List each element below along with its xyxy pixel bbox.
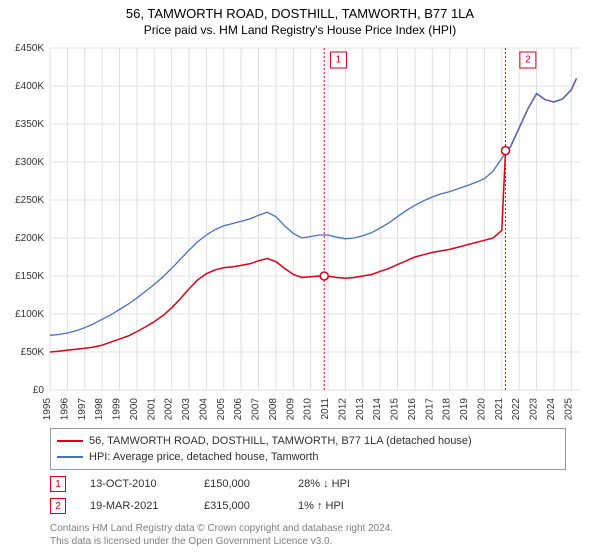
chart-footer: 56, TAMWORTH ROAD, DOSTHILL, TAMWORTH, B… bbox=[50, 428, 580, 548]
svg-text:£450K: £450K bbox=[15, 43, 44, 54]
event-price: £150,000 bbox=[204, 478, 274, 490]
svg-text:£0: £0 bbox=[33, 385, 45, 396]
svg-text:1998: 1998 bbox=[94, 398, 105, 421]
event-list: 1 13-OCT-2010 £150,000 28% ↓ HPI 2 19-MAR-202… bbox=[50, 476, 580, 514]
svg-text:£50K: £50K bbox=[21, 347, 45, 358]
svg-text:2001: 2001 bbox=[146, 398, 157, 421]
svg-text:1995: 1995 bbox=[42, 398, 53, 421]
event-marker: 2 bbox=[50, 498, 66, 514]
event-delta: 1% ↑ HPI bbox=[298, 500, 388, 512]
chart-svg: £0£50K£100K£150K£200K£250K£300K£350K£400… bbox=[50, 48, 580, 420]
svg-text:2009: 2009 bbox=[285, 398, 296, 421]
svg-text:1996: 1996 bbox=[59, 398, 70, 421]
chart-subtitle: Price paid vs. HM Land Registry's House … bbox=[0, 21, 600, 37]
svg-text:2006: 2006 bbox=[233, 398, 244, 421]
event-date: 13-OCT-2010 bbox=[90, 478, 180, 490]
svg-text:£400K: £400K bbox=[15, 81, 44, 92]
legend-item: 56, TAMWORTH ROAD, DOSTHILL, TAMWORTH, B… bbox=[57, 433, 559, 449]
svg-text:£150K: £150K bbox=[15, 271, 44, 282]
svg-text:2: 2 bbox=[525, 55, 531, 66]
svg-text:1997: 1997 bbox=[77, 398, 88, 421]
legend-swatch bbox=[57, 440, 83, 442]
svg-text:2021: 2021 bbox=[494, 398, 505, 421]
event-row: 1 13-OCT-2010 £150,000 28% ↓ HPI bbox=[50, 476, 580, 492]
svg-text:2005: 2005 bbox=[216, 398, 227, 421]
event-price: £315,000 bbox=[204, 500, 274, 512]
svg-text:2008: 2008 bbox=[268, 398, 279, 421]
svg-text:2003: 2003 bbox=[181, 398, 192, 421]
event-date: 19-MAR-2021 bbox=[90, 500, 180, 512]
legend-label: HPI: Average price, detached house, Tamw… bbox=[89, 449, 319, 465]
svg-text:£250K: £250K bbox=[15, 195, 44, 206]
attribution-text: Contains HM Land Registry data © Crown c… bbox=[50, 522, 580, 548]
svg-text:£100K: £100K bbox=[15, 309, 44, 320]
attribution-line: Contains HM Land Registry data © Crown c… bbox=[50, 522, 580, 535]
svg-text:2016: 2016 bbox=[407, 398, 418, 421]
svg-text:2013: 2013 bbox=[355, 398, 366, 421]
svg-text:2019: 2019 bbox=[459, 398, 470, 421]
svg-text:2017: 2017 bbox=[424, 398, 435, 421]
svg-text:2014: 2014 bbox=[372, 398, 383, 421]
svg-text:2020: 2020 bbox=[476, 398, 487, 421]
svg-text:2011: 2011 bbox=[320, 398, 331, 420]
svg-text:£350K: £350K bbox=[15, 119, 44, 130]
legend-label: 56, TAMWORTH ROAD, DOSTHILL, TAMWORTH, B… bbox=[89, 433, 472, 449]
svg-text:2004: 2004 bbox=[198, 398, 209, 421]
svg-text:2012: 2012 bbox=[337, 398, 348, 421]
svg-text:2024: 2024 bbox=[546, 398, 557, 421]
svg-text:1: 1 bbox=[336, 55, 342, 66]
svg-text:2002: 2002 bbox=[164, 398, 175, 421]
svg-text:2000: 2000 bbox=[129, 398, 140, 421]
svg-text:2010: 2010 bbox=[303, 398, 314, 421]
svg-text:£300K: £300K bbox=[15, 157, 44, 168]
svg-text:1999: 1999 bbox=[112, 398, 123, 421]
svg-text:2015: 2015 bbox=[390, 398, 401, 421]
chart-title: 56, TAMWORTH ROAD, DOSTHILL, TAMWORTH, B… bbox=[0, 0, 600, 21]
chart-plot-area: £0£50K£100K£150K£200K£250K£300K£350K£400… bbox=[50, 48, 580, 420]
svg-text:2022: 2022 bbox=[511, 398, 522, 421]
chart-container: 56, TAMWORTH ROAD, DOSTHILL, TAMWORTH, B… bbox=[0, 0, 600, 560]
event-row: 2 19-MAR-2021 £315,000 1% ↑ HPI bbox=[50, 498, 580, 514]
attribution-line: This data is licensed under the Open Gov… bbox=[50, 535, 580, 548]
legend-swatch bbox=[57, 456, 83, 458]
svg-text:£200K: £200K bbox=[15, 233, 44, 244]
event-marker: 1 bbox=[50, 476, 66, 492]
event-delta: 28% ↓ HPI bbox=[298, 478, 388, 490]
legend-item: HPI: Average price, detached house, Tamw… bbox=[57, 449, 559, 465]
svg-text:2007: 2007 bbox=[251, 398, 262, 421]
svg-text:2018: 2018 bbox=[442, 398, 453, 421]
legend-box: 56, TAMWORTH ROAD, DOSTHILL, TAMWORTH, B… bbox=[50, 428, 566, 470]
svg-text:2025: 2025 bbox=[563, 398, 574, 421]
svg-text:2023: 2023 bbox=[529, 398, 540, 421]
